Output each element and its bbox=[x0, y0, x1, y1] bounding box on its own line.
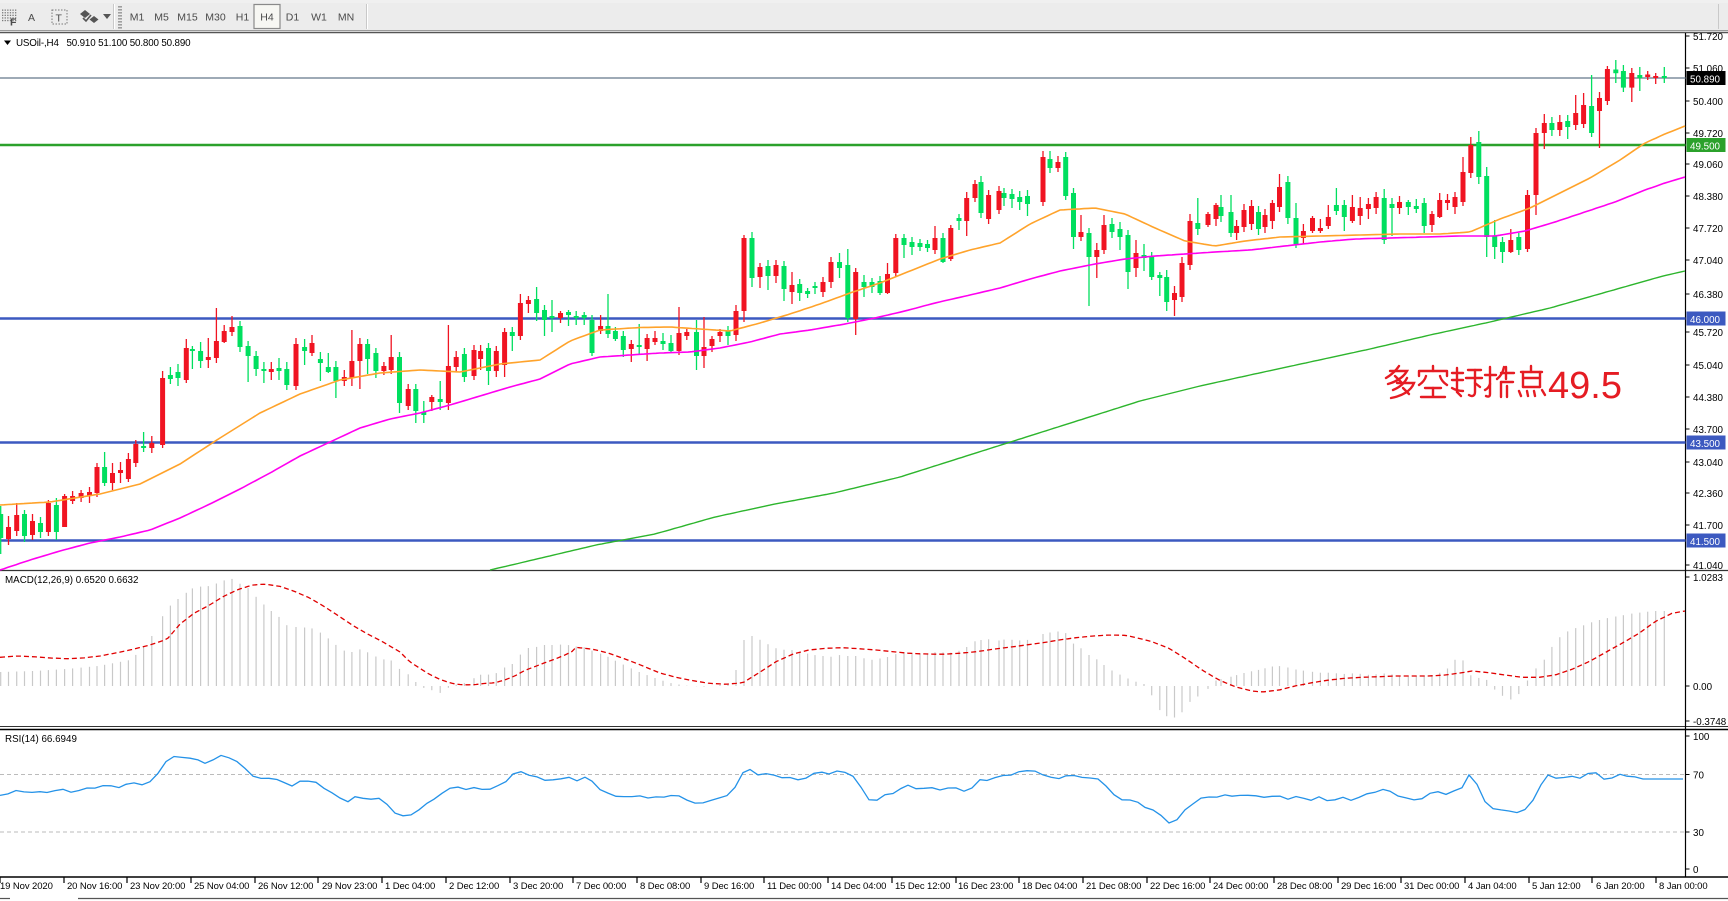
svg-text:41.040: 41.040 bbox=[1693, 561, 1724, 572]
svg-text:6 Jan 20:00: 6 Jan 20:00 bbox=[1596, 881, 1645, 892]
svg-text:23 Nov 20:00: 23 Nov 20:00 bbox=[130, 881, 185, 892]
svg-text:W1: W1 bbox=[311, 12, 327, 24]
svg-text:9 Dec 16:00: 9 Dec 16:00 bbox=[704, 881, 754, 892]
svg-text:31 Dec 00:00: 31 Dec 00:00 bbox=[1404, 881, 1459, 892]
svg-text:21 Dec 08:00: 21 Dec 08:00 bbox=[1086, 881, 1141, 892]
svg-text:45.720: 45.720 bbox=[1693, 328, 1724, 339]
svg-text:51.060: 51.060 bbox=[1693, 64, 1724, 75]
svg-text:70: 70 bbox=[1693, 771, 1704, 782]
svg-text:2 Dec 12:00: 2 Dec 12:00 bbox=[449, 881, 499, 892]
svg-text:M5: M5 bbox=[154, 12, 169, 24]
svg-text:19 Nov 2020: 19 Nov 2020 bbox=[0, 881, 53, 892]
svg-text:0: 0 bbox=[1693, 865, 1699, 876]
svg-text:30: 30 bbox=[1693, 828, 1704, 839]
svg-text:M30: M30 bbox=[205, 12, 226, 24]
svg-text:42.360: 42.360 bbox=[1693, 489, 1724, 500]
svg-text:50.400: 50.400 bbox=[1693, 97, 1724, 108]
svg-text:14 Dec 04:00: 14 Dec 04:00 bbox=[831, 881, 886, 892]
svg-text:8 Jan 00:00: 8 Jan 00:00 bbox=[1659, 881, 1708, 892]
svg-text:USOil-,H4 50.910 51.100 50.8: USOil-,H4 50.910 51.100 50.800 50.890 bbox=[16, 38, 191, 49]
svg-text:49.060: 49.060 bbox=[1693, 160, 1724, 171]
svg-text:MACD(12,26,9) 0.6520 0.6632: MACD(12,26,9) 0.6520 0.6632 bbox=[5, 575, 138, 586]
svg-text:44.380: 44.380 bbox=[1693, 393, 1724, 404]
svg-text:47.040: 47.040 bbox=[1693, 256, 1724, 267]
svg-text:49.5: 49.5 bbox=[1548, 365, 1622, 407]
svg-text:22 Dec 16:00: 22 Dec 16:00 bbox=[1150, 881, 1205, 892]
svg-text:45.040: 45.040 bbox=[1693, 361, 1724, 372]
svg-text:25 Nov 04:00: 25 Nov 04:00 bbox=[194, 881, 249, 892]
svg-text:100: 100 bbox=[1693, 732, 1710, 743]
svg-text:M1: M1 bbox=[130, 12, 145, 24]
svg-text:-0.3748: -0.3748 bbox=[1693, 717, 1727, 728]
svg-text:RSI(14) 66.6949: RSI(14) 66.6949 bbox=[5, 734, 77, 745]
svg-text:47.720: 47.720 bbox=[1693, 224, 1724, 235]
svg-text:M15: M15 bbox=[177, 12, 198, 24]
svg-text:5 Jan 12:00: 5 Jan 12:00 bbox=[1532, 881, 1581, 892]
svg-text:46.380: 46.380 bbox=[1693, 290, 1724, 301]
svg-text:H4: H4 bbox=[260, 12, 274, 24]
svg-text:16 Dec 23:00: 16 Dec 23:00 bbox=[958, 881, 1013, 892]
svg-text:41.700: 41.700 bbox=[1693, 521, 1724, 532]
svg-text:49.720: 49.720 bbox=[1693, 129, 1724, 140]
svg-text:46.000: 46.000 bbox=[1690, 315, 1721, 326]
svg-text:26 Nov 12:00: 26 Nov 12:00 bbox=[258, 881, 313, 892]
svg-text:H1: H1 bbox=[236, 12, 250, 24]
svg-text:0.00: 0.00 bbox=[1693, 682, 1713, 693]
svg-text:41.500: 41.500 bbox=[1690, 537, 1721, 548]
svg-text:48.380: 48.380 bbox=[1693, 192, 1724, 203]
svg-text:43.500: 43.500 bbox=[1690, 439, 1721, 450]
svg-text:1 Dec 04:00: 1 Dec 04:00 bbox=[385, 881, 435, 892]
svg-text:D1: D1 bbox=[286, 12, 300, 24]
svg-text:3 Dec 20:00: 3 Dec 20:00 bbox=[513, 881, 563, 892]
svg-text:15 Dec 12:00: 15 Dec 12:00 bbox=[895, 881, 950, 892]
svg-text:8 Dec 08:00: 8 Dec 08:00 bbox=[640, 881, 690, 892]
svg-text:29 Nov 23:00: 29 Nov 23:00 bbox=[322, 881, 377, 892]
svg-text:7 Dec 00:00: 7 Dec 00:00 bbox=[576, 881, 626, 892]
svg-text:24 Dec 00:00: 24 Dec 00:00 bbox=[1213, 881, 1268, 892]
svg-text:29 Dec 16:00: 29 Dec 16:00 bbox=[1341, 881, 1396, 892]
svg-text:43.040: 43.040 bbox=[1693, 458, 1724, 469]
svg-text:20 Nov 16:00: 20 Nov 16:00 bbox=[67, 881, 122, 892]
svg-text:28 Dec 08:00: 28 Dec 08:00 bbox=[1277, 881, 1332, 892]
svg-text:11 Dec 00:00: 11 Dec 00:00 bbox=[767, 881, 822, 892]
svg-text:F: F bbox=[10, 17, 17, 29]
svg-text:A: A bbox=[28, 12, 35, 24]
svg-text:49.500: 49.500 bbox=[1690, 142, 1721, 153]
svg-text:51.720: 51.720 bbox=[1693, 32, 1724, 43]
svg-text:50.890: 50.890 bbox=[1690, 75, 1721, 86]
svg-text:T: T bbox=[56, 13, 63, 25]
svg-text:18 Dec 04:00: 18 Dec 04:00 bbox=[1022, 881, 1077, 892]
svg-text:MN: MN bbox=[338, 12, 354, 24]
svg-text:1.0283: 1.0283 bbox=[1693, 573, 1724, 584]
svg-text:43.700: 43.700 bbox=[1693, 425, 1724, 436]
svg-text:4 Jan 04:00: 4 Jan 04:00 bbox=[1468, 881, 1517, 892]
